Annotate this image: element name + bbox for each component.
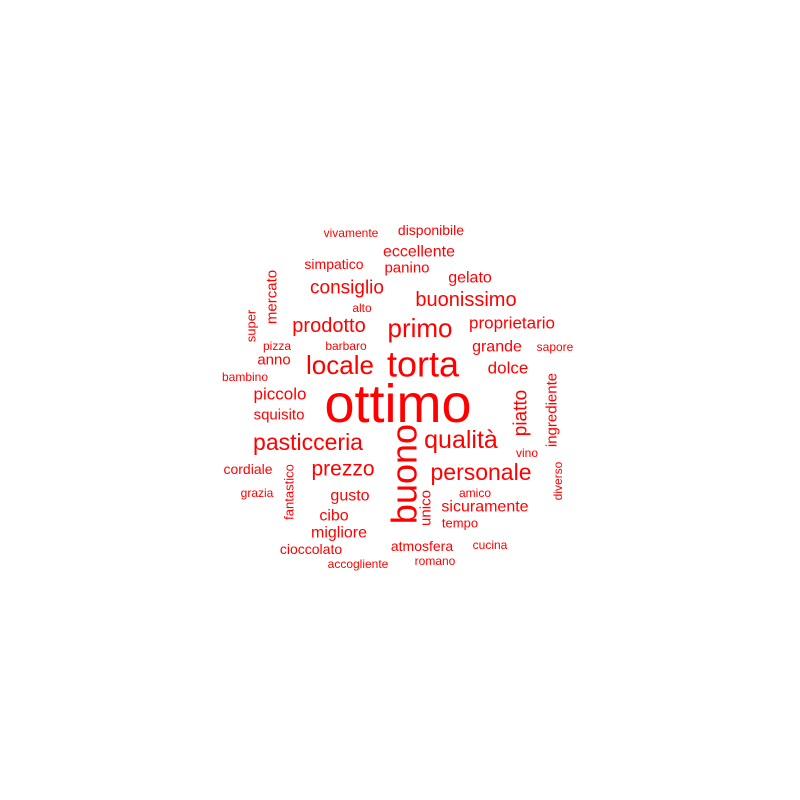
word-personale: personale	[430, 459, 531, 485]
word-super: super	[244, 309, 259, 342]
word-cordiale: cordiale	[223, 461, 272, 477]
word-torta: torta	[387, 344, 460, 385]
word-bambino: bambino	[222, 370, 268, 384]
word-proprietario: proprietario	[469, 314, 555, 333]
word-dolce: dolce	[488, 359, 529, 378]
word-qualita: qualità	[424, 426, 498, 454]
word-sapore: sapore	[537, 340, 574, 354]
word-accogliente: accogliente	[328, 557, 389, 571]
word-buonissimo: buonissimo	[415, 289, 516, 311]
word-prezzo: prezzo	[311, 458, 374, 481]
word-grande: grande	[472, 339, 522, 356]
word-panino: panino	[384, 260, 429, 277]
word-atmosfera: atmosfera	[391, 538, 453, 554]
word-piccolo: piccolo	[254, 385, 307, 404]
word-ingrediente: ingrediente	[544, 373, 561, 447]
word-sicuramente: sicuramente	[441, 499, 528, 516]
word-eccellente: eccellente	[383, 244, 455, 261]
word-vino: vino	[516, 446, 538, 460]
word-unico: unico	[418, 490, 435, 526]
word-cioccolato: cioccolato	[280, 541, 342, 557]
word-fantastico: fantastico	[282, 464, 297, 520]
word-gelato: gelato	[448, 270, 492, 287]
word-migliore: migliore	[311, 525, 367, 542]
word-consiglio: consiglio	[310, 278, 384, 299]
word-vivamente: vivamente	[324, 226, 379, 240]
word-mercato: mercato	[264, 270, 281, 324]
word-gusto: gusto	[330, 488, 369, 505]
word-disponibile: disponibile	[398, 222, 464, 238]
word-buono: buono	[384, 424, 425, 524]
word-diverso: diverso	[551, 461, 565, 500]
word-tempo: tempo	[442, 516, 478, 531]
word-piatto: piatto	[511, 390, 532, 436]
word-locale: locale	[306, 350, 374, 380]
word-grazia: grazia	[241, 486, 274, 500]
word-alto: alto	[352, 301, 372, 315]
word-squisito: squisito	[254, 407, 305, 424]
word-amico: amico	[459, 486, 491, 500]
word-prodotto: prodotto	[292, 315, 365, 337]
word-cibo: cibo	[319, 508, 348, 525]
word-anno: anno	[257, 352, 290, 369]
word-romano: romano	[415, 554, 456, 568]
word-primo: primo	[387, 313, 452, 343]
word-barbaro: barbaro	[325, 339, 367, 353]
word-pasticceria: pasticceria	[253, 429, 363, 455]
word-pizza: pizza	[263, 339, 291, 353]
word-ottimo: ottimo	[324, 374, 471, 434]
word-simpatico: simpatico	[304, 256, 363, 272]
word-cucina: cucina	[473, 538, 508, 552]
